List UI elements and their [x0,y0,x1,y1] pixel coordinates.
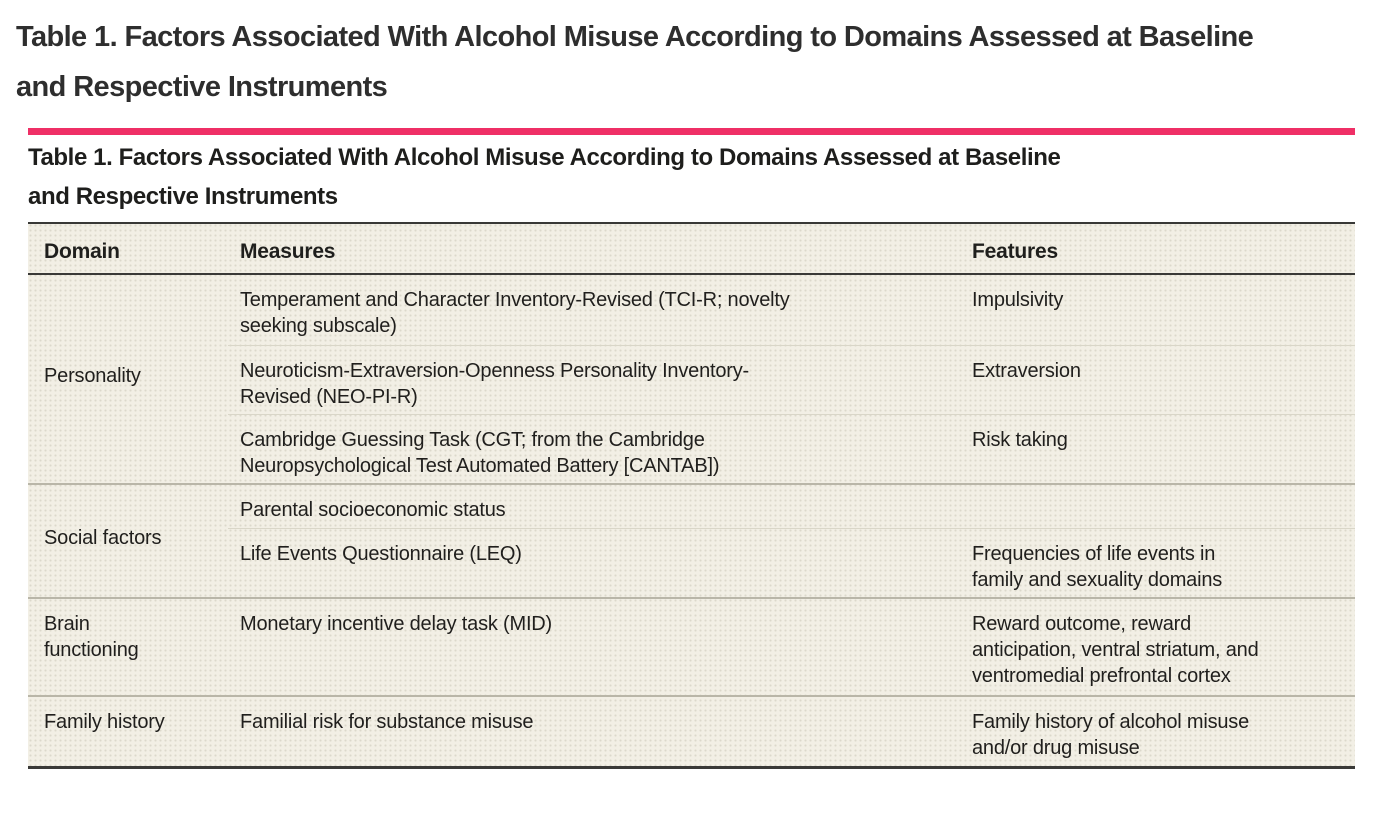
feature-cell-extraversion: Extraversion [960,344,1355,414]
table-row: Cambridge Guessing Task (CGT; from the C… [28,413,1355,484]
table-row: Personality Temperament and Character In… [28,273,1355,484]
table-row: Neuroticism-Extraversion-Openness Person… [28,344,1355,414]
feature-cell-risk-taking: Risk taking [960,413,1355,484]
table-row: Life Events Questionnaire (LEQ) Frequenc… [28,527,1355,598]
factors-table: Domain Measures Features Personality Tem… [28,222,1355,769]
table-card: Table 1. Factors Associated With Alcohol… [28,128,1355,769]
feature-cell-impulsivity: Impulsivity [960,273,1355,345]
domain-cell-brain-functioning: Brain functioning [28,597,228,696]
measure-cell-leq: Life Events Questionnaire (LEQ) [228,527,960,598]
feature-cell-empty [960,483,1355,528]
domain-cell-social-factors: Social factors [28,483,228,598]
column-header-features: Features [960,223,1355,275]
feature-cell-life-events: Frequencies of life events in family and… [960,527,1355,598]
domain-cell-personality: Personality [28,273,228,484]
table-row: Family history Familial risk for substan… [28,695,1355,767]
feature-cell-reward: Reward outcome, reward anticipation, ven… [960,597,1355,696]
table-title: Table 1. Factors Associated With Alcohol… [28,144,1061,210]
table-row: Social factors Parental socioeconomic st… [28,483,1355,598]
column-header-measures: Measures [228,223,960,275]
table-row: Brain functioning Monetary incentive del… [28,597,1355,696]
measure-cell-cgt: Cambridge Guessing Task (CGT; from the C… [228,413,960,484]
accent-rule [28,128,1355,135]
header-row: Domain Measures Features [28,223,1355,275]
feature-cell-family-history: Family history of alcohol misuse and/or … [960,695,1355,767]
measure-cell-mid: Monetary incentive delay task (MID) [228,597,960,696]
domain-cell-family-history: Family history [28,695,228,767]
measure-cell-neopir: Neuroticism-Extraversion-Openness Person… [228,344,960,414]
measure-cell-tcir: Temperament and Character Inventory-Revi… [228,273,960,345]
measure-cell-parental-ses: Parental socioeconomic status [228,483,960,528]
column-header-domain: Domain [28,223,228,275]
measure-cell-familial-risk: Familial risk for substance misuse [228,695,960,767]
figure-caption: Table 1. Factors Associated With Alcohol… [16,21,1254,103]
